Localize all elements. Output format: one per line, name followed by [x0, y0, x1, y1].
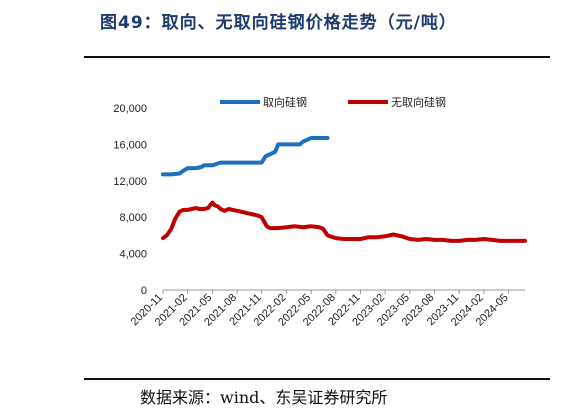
y-tick-label: 16,000 [113, 139, 147, 151]
top-rule [84, 56, 550, 58]
y-tick-label: 8,000 [119, 212, 147, 224]
y-tick-label: 20,000 [113, 103, 147, 115]
series-line-1 [161, 136, 330, 177]
chart-axes [162, 289, 525, 294]
y-tick-label: 0 [141, 285, 147, 297]
x-axis-labels: 2020-112021-022021-052021-082021-112022-… [129, 292, 511, 329]
data-source-note: 数据来源：wind、东吴证券研究所 [140, 388, 388, 407]
figure-title: 图49：取向、无取向硅钢价格走势（元/吨） [100, 13, 457, 33]
series-line-2 [161, 200, 527, 243]
legend-label-2: 无取向硅钢 [391, 95, 446, 109]
y-axis-labels: 0 4,000 8,000 12,000 16,000 20,000 [113, 103, 147, 297]
legend-label-1: 取向硅钢 [263, 95, 307, 109]
y-tick-label: 4,000 [119, 249, 147, 261]
chart-legend: 取向硅钢 无取向硅钢 [220, 95, 446, 109]
y-tick-label: 12,000 [113, 176, 147, 188]
series-lines [161, 136, 527, 243]
bottom-rule [84, 378, 550, 380]
